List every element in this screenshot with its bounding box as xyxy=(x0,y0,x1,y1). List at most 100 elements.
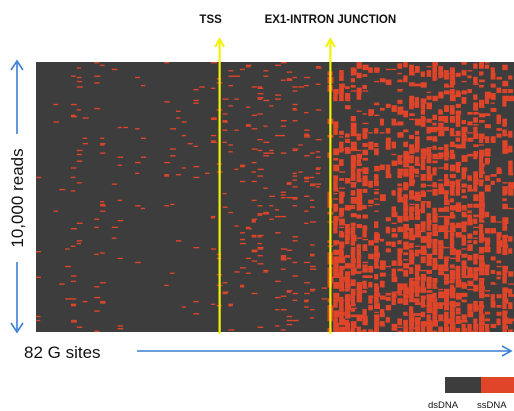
ssdna-mark xyxy=(263,99,270,102)
ssdna-mark xyxy=(397,121,404,126)
legend-label-ssdna: ssDNA xyxy=(477,400,507,411)
ssdna-mark xyxy=(455,161,462,166)
ssdna-mark xyxy=(280,62,287,64)
ssdna-mark xyxy=(508,271,514,277)
ssdna-mark xyxy=(414,163,421,166)
ssdna-mark xyxy=(438,167,444,169)
ssdna-mark xyxy=(374,245,379,253)
ssdna-mark xyxy=(344,140,351,143)
ssdna-mark xyxy=(304,76,311,79)
ssdna-mark xyxy=(304,222,309,224)
ssdna-mark xyxy=(455,121,461,125)
ssdna-mark xyxy=(409,326,415,328)
ssdna-mark xyxy=(339,171,346,173)
ssdna-mark xyxy=(292,197,298,199)
ssdna-mark xyxy=(292,299,298,301)
ssdna-mark xyxy=(193,313,200,315)
ssdna-mark xyxy=(344,319,350,323)
ssdna-mark xyxy=(502,303,507,310)
ssdna-mark xyxy=(210,117,217,119)
ssdna-mark xyxy=(344,99,351,102)
ssdna-mark xyxy=(432,95,438,102)
ssdna-mark xyxy=(449,311,455,318)
ssdna-mark xyxy=(438,240,444,246)
ssdna-mark xyxy=(286,183,292,185)
ssdna-mark xyxy=(496,128,502,131)
ssdna-mark xyxy=(59,283,65,285)
ssdna-mark xyxy=(140,156,147,158)
ssdna-mark xyxy=(420,163,426,170)
legend-label-dsdna: dsDNA xyxy=(428,400,459,411)
ssdna-mark xyxy=(70,280,76,283)
ssdna-mark xyxy=(461,195,468,199)
ssdna-mark xyxy=(455,232,462,238)
ssdna-mark xyxy=(409,234,416,241)
ssdna-mark xyxy=(350,279,356,287)
ssdna-mark xyxy=(461,171,467,179)
ssdna-mark xyxy=(490,180,495,185)
ssdna-mark xyxy=(397,99,403,104)
ssdna-mark xyxy=(94,310,100,312)
ssdna-mark xyxy=(426,253,433,260)
ssdna-mark xyxy=(455,187,461,189)
ssdna-mark xyxy=(444,261,449,268)
ssdna-mark xyxy=(479,278,485,281)
ssdna-mark xyxy=(426,302,432,308)
ssdna-mark xyxy=(240,284,245,287)
ssdna-mark xyxy=(420,174,426,181)
ssdna-mark xyxy=(356,163,362,166)
ssdna-mark xyxy=(449,252,456,256)
ssdna-mark xyxy=(479,174,484,179)
ssdna-mark xyxy=(496,260,502,264)
ssdna-mark xyxy=(449,242,455,249)
ssdna-mark xyxy=(193,145,199,148)
ssdna-mark xyxy=(397,63,403,69)
ssdna-mark xyxy=(479,252,484,254)
ssdna-mark xyxy=(374,233,380,241)
ssdna-mark xyxy=(496,168,502,175)
ssdna-mark xyxy=(379,272,386,277)
ssdna-mark xyxy=(426,126,433,133)
ssdna-mark xyxy=(356,214,362,219)
ssdna-mark xyxy=(490,294,495,301)
ssdna-mark xyxy=(350,90,357,92)
ssdna-mark xyxy=(508,75,513,80)
ssdna-mark xyxy=(350,182,357,184)
ssdna-mark xyxy=(228,70,234,72)
ssdna-mark xyxy=(100,252,105,254)
ssdna-mark xyxy=(181,167,186,169)
ssdna-mark xyxy=(240,165,246,168)
ssdna-mark xyxy=(508,236,513,242)
ssdna-mark xyxy=(339,299,345,301)
ssdna-mark xyxy=(333,180,338,188)
ssdna-mark xyxy=(467,233,473,239)
ssdna-mark xyxy=(362,64,369,71)
ssdna-mark xyxy=(368,253,374,260)
ssdna-mark xyxy=(467,75,472,79)
ssdna-mark xyxy=(251,218,258,220)
ssdna-mark xyxy=(228,84,233,87)
ssdna-mark xyxy=(449,264,455,268)
ssdna-mark xyxy=(275,232,281,234)
ssdna-mark xyxy=(414,83,422,87)
ssdna-mark xyxy=(426,184,433,187)
ssdna-mark xyxy=(479,290,485,293)
ssdna-mark xyxy=(140,137,147,139)
ssdna-mark xyxy=(438,248,444,254)
ssdna-mark xyxy=(397,175,403,179)
ssdna-mark xyxy=(164,101,170,103)
ssdna-mark xyxy=(228,105,233,107)
ssdna-mark xyxy=(397,256,402,261)
ssdna-mark xyxy=(432,238,438,243)
ssdna-mark xyxy=(438,130,445,137)
ssdna-mark xyxy=(432,207,437,214)
ssdna-mark xyxy=(286,79,293,81)
ssdna-mark xyxy=(467,153,473,157)
ssdna-mark xyxy=(94,62,100,64)
ssdna-mark xyxy=(368,109,375,115)
ssdna-mark xyxy=(432,287,438,289)
ssdna-mark xyxy=(356,72,362,79)
ssdna-mark xyxy=(449,205,456,211)
ssdna-mark xyxy=(438,109,443,111)
ssdna-mark xyxy=(210,62,217,64)
